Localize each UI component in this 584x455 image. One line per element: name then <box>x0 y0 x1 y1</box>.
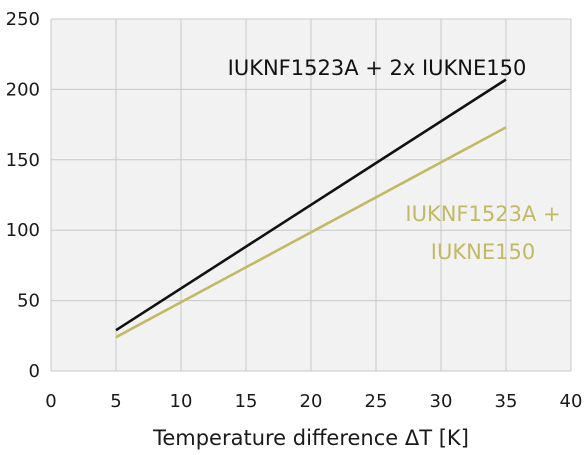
x-tick-label-25: 25 <box>365 391 388 412</box>
x-tick-label-35: 35 <box>495 391 518 412</box>
y-tick-label-50: 50 <box>17 291 40 312</box>
series-label-2-line-2: IUKNE150 <box>431 240 535 264</box>
series-line-1 <box>115 78 507 332</box>
y-tick-label-200: 200 <box>6 79 40 100</box>
y-axis-ticks: 0 50 100 150 200 250 <box>6 9 40 382</box>
x-axis-title: Temperature difference ΔT [K] <box>152 426 469 450</box>
x-tick-label-30: 30 <box>430 391 453 412</box>
y-tick-label-0: 0 <box>29 361 40 382</box>
series-group <box>115 78 507 339</box>
x-tick-label-15: 15 <box>235 391 258 412</box>
x-tick-label-40: 40 <box>560 391 583 412</box>
x-tick-label-20: 20 <box>300 391 323 412</box>
y-tick-label-150: 150 <box>6 150 40 171</box>
x-axis-ticks: 0 5 10 15 20 25 30 35 40 <box>45 391 582 412</box>
series-line-2 <box>115 126 507 339</box>
series-labels: IUKNF1523A + 2x IUKNE150 IUKNF1523A + IUKN… <box>228 56 561 264</box>
x-tick-label-0: 0 <box>45 391 56 412</box>
y-tick-label-250: 250 <box>6 9 40 30</box>
x-tick-label-5: 5 <box>110 391 121 412</box>
series-label-2-line-1: IUKNF1523A + <box>405 202 560 226</box>
x-tick-label-10: 10 <box>170 391 193 412</box>
y-tick-label-100: 100 <box>6 220 40 241</box>
series-label-1-line-1: IUKNF1523A + 2x IUKNE150 <box>228 56 527 80</box>
grid <box>50 18 572 372</box>
